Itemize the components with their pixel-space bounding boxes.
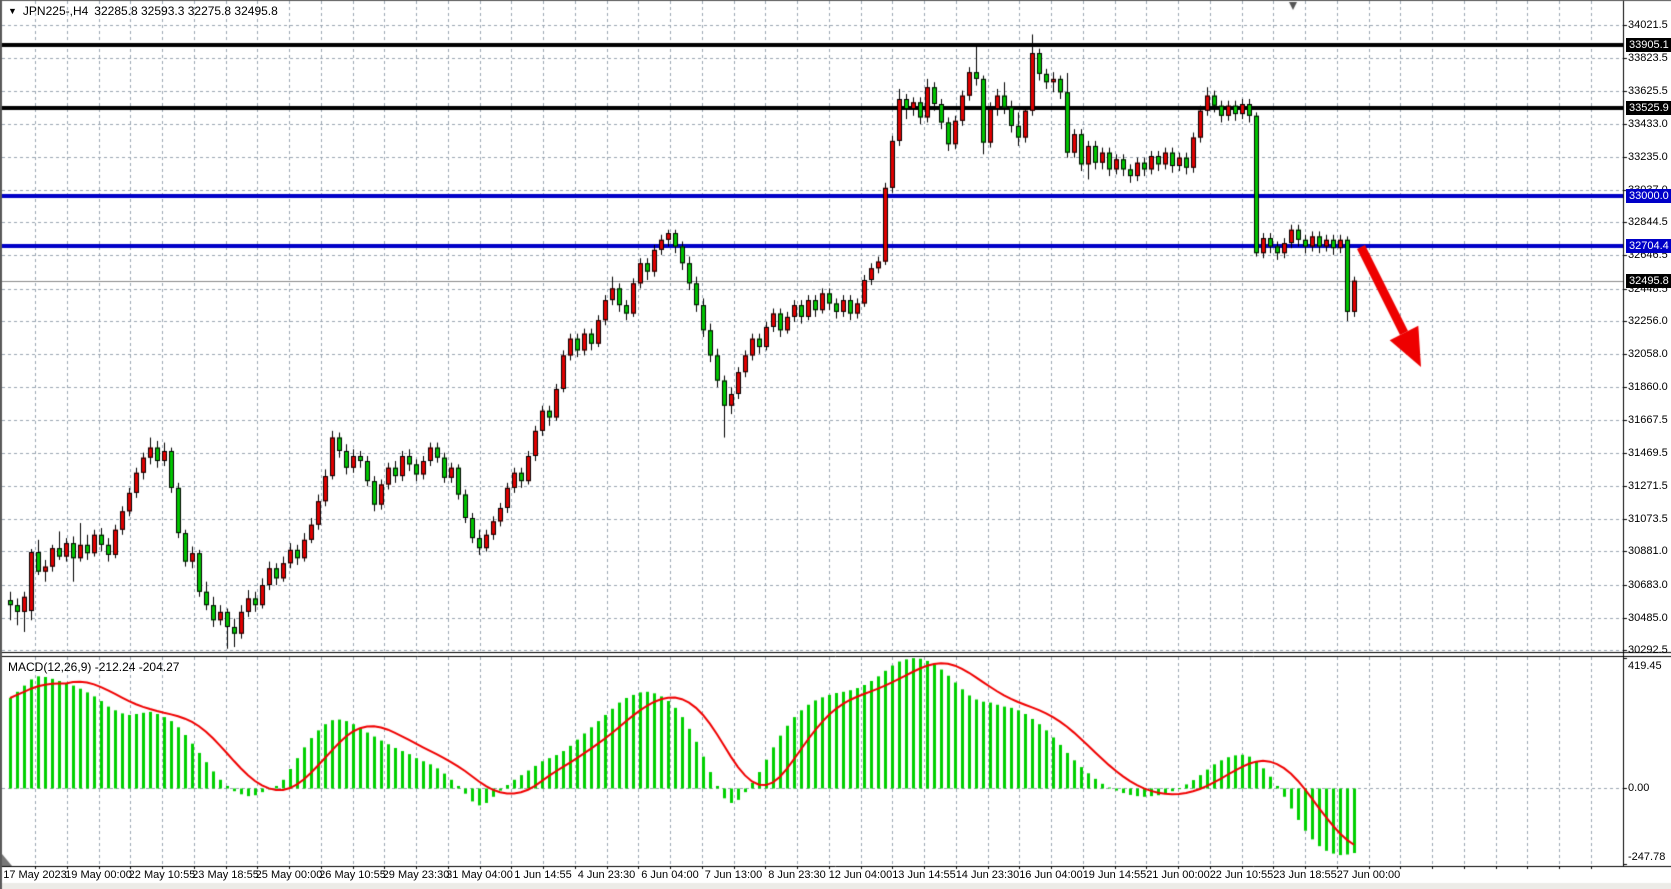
price-tick-label: 34021.5 [1628,19,1668,31]
current-price-tag: 32495.8 [1626,273,1671,288]
time-axis-label: 23 May 18:55 [192,869,259,881]
price-tick-label: 33823.5 [1628,52,1668,65]
hline-price-tag: 32704.4 [1626,238,1671,253]
time-axis-label: 26 May 10:55 [319,869,386,881]
macd-main-value: -212.24 [94,660,136,674]
time-axis-label: 14 Jun 23:30 [955,869,1020,881]
time-axis-label: 22 May 10:55 [128,869,196,881]
time-axis-label: 4 Jun 23:30 [577,869,636,881]
time-axis-label: 22 Jun 10:55 [1209,869,1274,881]
price-tick-label: 31073.5 [1628,513,1668,526]
time-axis-label: 25 May 00:00 [255,869,323,881]
time-axis-label: 19 May 00:00 [65,869,132,881]
symbol-dropdown-icon[interactable]: ▼ [8,6,17,16]
hline-price-tag: 33905.1 [1626,37,1671,52]
price-tick-label: 32844.5 [1628,216,1668,229]
price-tick-label: 30881.0 [1628,545,1668,558]
time-axis-label: 23 Jun 18:55 [1273,869,1337,881]
macd-scale-zero-label: 0.00 [1628,781,1650,794]
price-tick-label: 33235.0 [1628,150,1668,163]
time-axis-label: 17 May 2023 [3,869,67,881]
price-tick-label: 30683.0 [1628,578,1668,591]
ohlc-readout: 32285.8 32593.3 32275.8 32495.8 [94,4,278,18]
time-axis-label: 16 Jun 04:00 [1019,869,1083,881]
time-axis-label: 29 May 23:30 [382,869,450,881]
time-axis-label: 7 Jun 13:00 [704,869,763,881]
time-axis-label: 13 Jun 14:55 [892,869,956,881]
macd-scale-max-label: 419.45 [1628,660,1662,672]
hline-price-tag: 33525.9 [1626,101,1671,116]
macd-indicator-label: MACD(12,26,9) -212.24 -204.27 [8,660,179,674]
price-tick-label: 31469.5 [1628,446,1668,459]
hline-price-tag: 33000.0 [1626,189,1671,204]
price-tick-label: 32256.0 [1628,314,1668,327]
price-tick-label: 33625.5 [1628,85,1668,98]
price-tick-label: 31667.5 [1628,413,1668,426]
price-tick-label: 30292.5 [1628,644,1668,656]
symbol-title-bar: ▼ JPN225-,H4 32285.8 32593.3 32275.8 324… [8,4,278,18]
macd-scale-min-label: -247.78 [1628,851,1666,863]
time-axis-label: 21 Jun 00:00 [1146,869,1210,881]
price-tick-label: 33433.0 [1628,117,1668,130]
price-tick-label: 31860.0 [1628,381,1668,394]
time-axis-label: 12 Jun 04:00 [828,869,893,881]
time-axis-label: 8 Jun 23:30 [768,869,826,881]
time-axis-label: 6 Jun 04:00 [641,869,699,881]
price-tick-label: 32058.0 [1628,348,1668,361]
time-axis-label: 31 May 04:00 [446,869,513,881]
macd-signal-value: -204.27 [138,660,180,674]
symbol-period-label: JPN225-,H4 [22,4,89,18]
time-axis-label: 19 Jun 14:55 [1082,869,1147,881]
time-axis-label: 1 Jun 14:55 [514,869,572,881]
price-tick-label: 30485.0 [1628,611,1668,624]
macd-name: MACD(12,26,9) [8,660,92,674]
time-axis-label: 27 Jun 00:00 [1336,869,1401,881]
price-tick-label: 31271.5 [1628,479,1668,492]
